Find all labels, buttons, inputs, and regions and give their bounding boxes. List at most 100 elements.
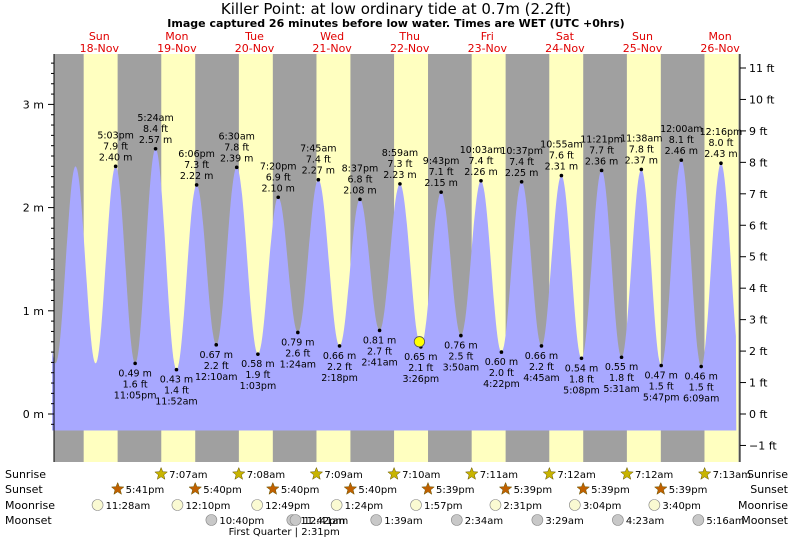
- day-name-label: Sat: [556, 30, 575, 43]
- astro-time-label: 7:12am: [557, 470, 595, 481]
- astro-time-label: 5:39pm: [436, 485, 475, 496]
- low-tide-point: [256, 352, 260, 356]
- high-tide-point: [559, 173, 564, 178]
- high-tide-point: [276, 195, 281, 200]
- low-tide-point: [659, 363, 663, 368]
- right-axis-tick-label: 10 ft: [749, 93, 775, 106]
- high-tide-feet-label: 7.4 ft: [306, 155, 331, 166]
- astro-time-label: 7:12am: [635, 470, 673, 481]
- astro-time-label: 4:23am: [626, 516, 664, 527]
- low-tide-time-label: 2:41am: [361, 357, 397, 368]
- moon-phase-note: First Quarter | 2:31pm: [229, 527, 340, 538]
- high-tide-feet-label: 8.1 ft: [669, 135, 694, 146]
- day-name-label: Wed: [320, 30, 344, 43]
- low-tide-meters-label: 0.54 m: [565, 363, 598, 374]
- row-label-left: Sunrise: [5, 468, 46, 481]
- high-tide-feet-label: 7.8 ft: [224, 142, 249, 153]
- low-tide-feet-label: 1.4 ft: [164, 386, 189, 397]
- day-date-label: 24-Nov: [545, 42, 585, 55]
- day-name-label: Mon: [708, 30, 731, 43]
- low-tide-meters-label: 0.58 m: [241, 359, 274, 370]
- day-date-label: 22-Nov: [390, 42, 430, 55]
- night-band: [738, 54, 740, 462]
- high-tide-time-label: 10:55am: [540, 140, 582, 151]
- astro-time-label: 5:39pm: [591, 485, 630, 496]
- sunrise-star-icon: [464, 466, 479, 480]
- high-tide-feet-label: 7.9 ft: [103, 141, 128, 152]
- low-tide-feet-label: 1.8 ft: [569, 374, 594, 385]
- high-tide-meters-label: 2.23 m: [383, 170, 416, 181]
- low-tide-time-label: 3:50am: [443, 363, 479, 374]
- low-tide-feet-label: 2.7 ft: [367, 346, 392, 357]
- low-tide-feet-label: 2.2 ft: [204, 361, 229, 372]
- low-tide-point: [174, 367, 179, 372]
- high-tide-time-label: 5:24am: [137, 113, 173, 124]
- high-tide-time-label: 8:37pm: [342, 163, 379, 174]
- sunrise-star-icon: [231, 466, 246, 480]
- low-tide-time-label: 5:08pm: [563, 385, 600, 396]
- moon-icon: [91, 499, 104, 511]
- sunset-star-icon: [188, 481, 203, 495]
- day-name-label: Thu: [398, 30, 420, 43]
- low-tide-time-label: 11:05pm: [114, 390, 157, 401]
- left-axis-tick-label: 2 m: [23, 202, 44, 215]
- astro-time-label: 7:07am: [169, 470, 207, 481]
- low-tide-meters-label: 0.66 m: [323, 351, 356, 362]
- low-tide-meters-label: 0.67 m: [200, 350, 233, 361]
- high-tide-meters-label: 2.37 m: [625, 155, 658, 166]
- low-tide-meters-label: 0.43 m: [160, 375, 193, 386]
- high-tide-point: [519, 180, 524, 184]
- right-axis-tick-label: 0 ft: [749, 408, 768, 421]
- high-tide-time-label: 12:16pm: [700, 127, 743, 138]
- high-tide-point: [439, 190, 443, 194]
- low-tide-time-label: 1:24am: [280, 359, 316, 370]
- astro-time-label: 11:28am: [106, 501, 151, 512]
- low-tide-point: [539, 344, 544, 348]
- high-tide-feet-label: 7.4 ft: [468, 156, 493, 167]
- astro-time-label: 11:42pm: [300, 516, 345, 527]
- low-tide-meters-label: 0.65 m: [404, 352, 437, 363]
- astro-time-label: 10:40pm: [219, 516, 264, 527]
- astro-time-label: 7:10am: [402, 470, 440, 481]
- moon-icon: [330, 499, 343, 511]
- high-tide-meters-label: 2.10 m: [261, 183, 294, 194]
- high-tide-meters-label: 2.31 m: [545, 162, 578, 173]
- astro-time-label: 1:39am: [384, 516, 422, 527]
- high-tide-feet-label: 7.6 ft: [549, 151, 574, 162]
- high-tide-point: [679, 158, 684, 162]
- moon-dark-icon: [205, 514, 218, 526]
- high-tide-point: [113, 164, 118, 169]
- high-tide-feet-label: 7.7 ft: [589, 145, 614, 156]
- astro-time-label: 3:04pm: [583, 501, 622, 512]
- low-tide-time-label: 1:03pm: [240, 381, 277, 392]
- low-tide-time-label: 12:10am: [195, 372, 237, 383]
- high-tide-meters-label: 2.36 m: [585, 156, 618, 167]
- high-tide-point: [358, 197, 362, 202]
- high-tide-feet-label: 8.0 ft: [708, 138, 733, 149]
- moon-icon: [171, 499, 184, 511]
- astro-time-label: 5:40pm: [358, 485, 397, 496]
- low-tide-point: [699, 364, 703, 369]
- right-axis-tick-label: −1 ft: [749, 439, 777, 452]
- astro-time-label: 7:09am: [324, 470, 362, 481]
- row-label-right: Sunrise: [747, 468, 788, 481]
- left-axis-tick-label: 0 m: [23, 408, 44, 421]
- high-tide-time-label: 6:06pm: [178, 149, 215, 160]
- low-tide-point: [133, 361, 137, 366]
- right-axis-tick-label: 5 ft: [749, 251, 768, 264]
- right-axis-tick-label: 7 ft: [749, 188, 768, 201]
- moon-icon: [648, 499, 661, 511]
- high-tide-feet-label: 6.9 ft: [266, 172, 291, 183]
- high-tide-meters-label: 2.15 m: [424, 178, 457, 189]
- low-tide-time-label: 6:09am: [683, 394, 719, 405]
- sunrise-star-icon: [697, 466, 712, 480]
- low-tide-meters-label: 0.49 m: [118, 368, 151, 379]
- astro-time-label: 12:49pm: [265, 501, 310, 512]
- low-tide-point: [579, 356, 584, 361]
- high-tide-point: [153, 146, 158, 151]
- astro-time-label: 12:10pm: [185, 501, 230, 512]
- high-tide-time-label: 11:21pm: [580, 134, 623, 145]
- high-tide-feet-label: 6.8 ft: [347, 174, 372, 185]
- right-axis-tick-label: 9 ft: [749, 125, 768, 138]
- high-tide-time-label: 11:38am: [620, 133, 662, 144]
